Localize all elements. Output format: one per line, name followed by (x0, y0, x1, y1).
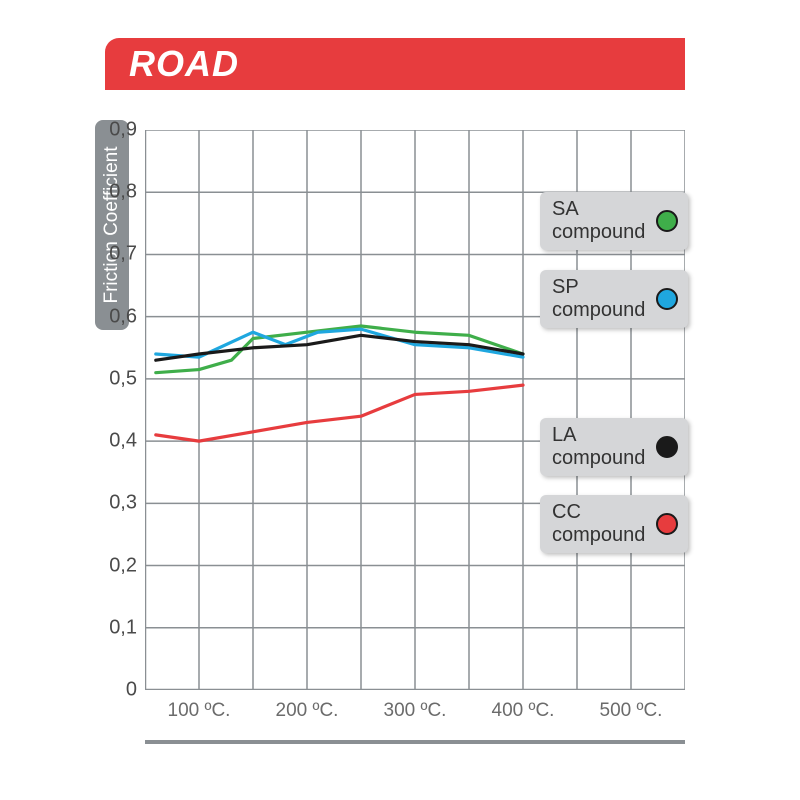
page-title: ROAD (129, 43, 239, 85)
x-tick-label: 500 ºC. (600, 700, 663, 722)
y-axis-label: Friction Coefficient (95, 120, 129, 330)
x-tick-label: 200 ºC. (276, 700, 339, 722)
y-axis-label-text: Friction Coefficient (101, 147, 122, 304)
y-tick-label: 0,5 (109, 367, 137, 390)
legend-marker-icon (656, 513, 678, 535)
y-tick-label: 0,4 (109, 430, 137, 453)
y-tick-label: 0 (126, 679, 137, 702)
legend-label: SAcompound (552, 198, 645, 244)
legend-item: SAcompound (540, 192, 688, 250)
legend-item: SPcompound (540, 270, 688, 328)
legend-label: LAcompound (552, 424, 645, 470)
y-tick-label: 0,3 (109, 492, 137, 515)
x-tick-label: 400 ºC. (492, 700, 555, 722)
bottom-rule (145, 740, 685, 744)
legend-item: CCcompound (540, 495, 688, 553)
y-tick-label: 0,2 (109, 554, 137, 577)
legend-label: SPcompound (552, 276, 645, 322)
y-tick-label: 0,8 (109, 181, 137, 204)
legend-item: LAcompound (540, 418, 688, 476)
legend-marker-icon (656, 210, 678, 232)
title-bar: ROAD (105, 38, 685, 90)
y-tick-label: 0,6 (109, 305, 137, 328)
y-tick-label: 0,1 (109, 616, 137, 639)
legend-label: CCcompound (552, 501, 645, 547)
legend-marker-icon (656, 288, 678, 310)
legend-marker-icon (656, 436, 678, 458)
x-tick-label: 100 ºC. (168, 700, 231, 722)
x-tick-label: 300 ºC. (384, 700, 447, 722)
y-tick-label: 0,7 (109, 243, 137, 266)
y-tick-label: 0,9 (109, 119, 137, 142)
